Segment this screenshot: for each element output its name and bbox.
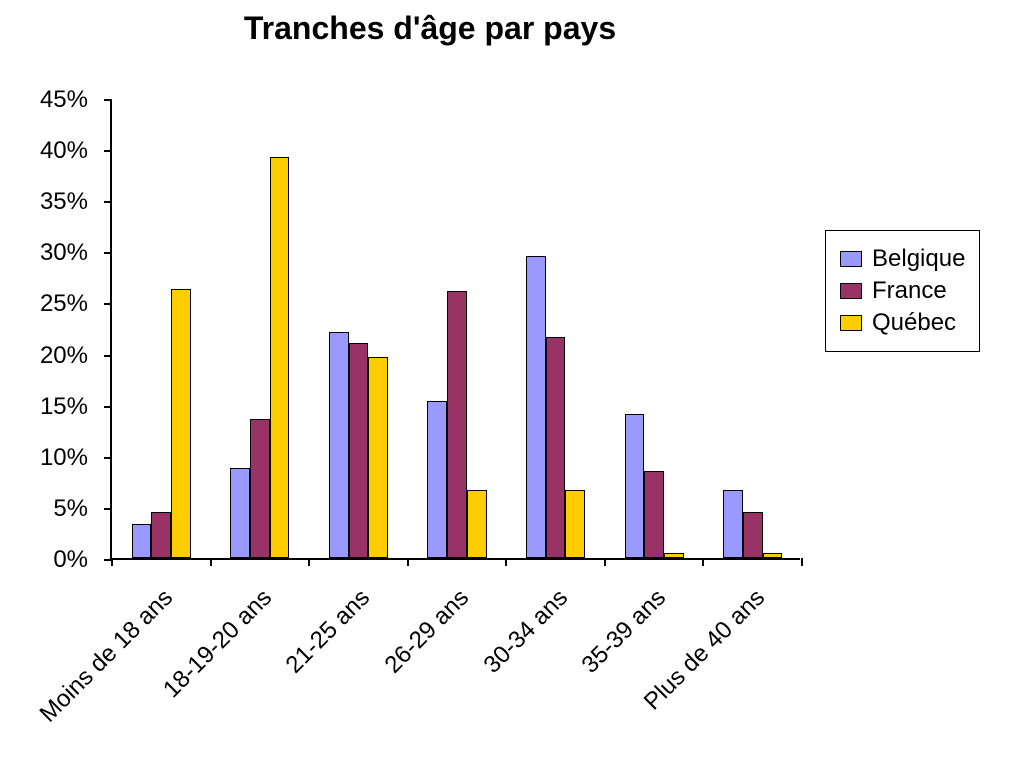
y-tick-label: 20%	[8, 342, 88, 370]
age-by-country-chart: Tranches d'âge par pays 0% 5% 10% 15% 20% 25%…	[0, 0, 1024, 779]
legend-item: Belgique	[840, 245, 965, 273]
y-tick-label: 25%	[8, 290, 88, 318]
x-tick	[801, 558, 803, 566]
bar	[625, 414, 645, 558]
legend-label: France	[872, 277, 947, 305]
bar	[250, 419, 270, 558]
y-tick-label: 15%	[8, 393, 88, 421]
y-tick-label: 30%	[8, 239, 88, 267]
bar	[526, 256, 546, 558]
y-axis-labels: 0%5%10%15%20%25%30%35%40%45%	[0, 100, 100, 560]
bar	[447, 291, 467, 558]
legend-item: Québec	[840, 309, 965, 337]
legend-swatch	[840, 283, 862, 299]
bar	[664, 553, 684, 558]
y-tick-label: 45%	[8, 86, 88, 114]
y-tick-label: 35%	[8, 188, 88, 216]
bar	[565, 490, 585, 558]
x-axis-labels: Moins de 18 ans18-19-20 ans21-25 ans26-2…	[110, 560, 800, 760]
chart-title: Tranches d'âge par pays	[0, 10, 860, 47]
legend-swatch	[840, 315, 862, 331]
bar	[427, 401, 447, 558]
y-tick-label: 5%	[8, 495, 88, 523]
legend-label: Québec	[872, 309, 956, 337]
bar	[270, 157, 290, 558]
legend-swatch	[840, 251, 862, 267]
bar	[230, 468, 250, 558]
bar	[546, 337, 566, 558]
bar	[349, 343, 369, 558]
y-tick-label: 0%	[8, 546, 88, 574]
y-tick-label: 40%	[8, 137, 88, 165]
plot-area	[110, 100, 800, 560]
bar	[723, 490, 743, 558]
legend-item: France	[840, 277, 965, 305]
bar	[368, 357, 388, 558]
bar	[171, 289, 191, 558]
bar	[763, 553, 783, 558]
bar	[644, 471, 664, 558]
legend: Belgique France Québec	[825, 230, 980, 352]
x-category-label: Moins de 18 ans	[0, 584, 179, 779]
y-tick-label: 10%	[8, 444, 88, 472]
bar	[743, 512, 763, 558]
bar	[329, 332, 349, 558]
bar	[467, 490, 487, 558]
legend-label: Belgique	[872, 245, 965, 273]
bar	[132, 524, 152, 558]
bar	[151, 512, 171, 558]
